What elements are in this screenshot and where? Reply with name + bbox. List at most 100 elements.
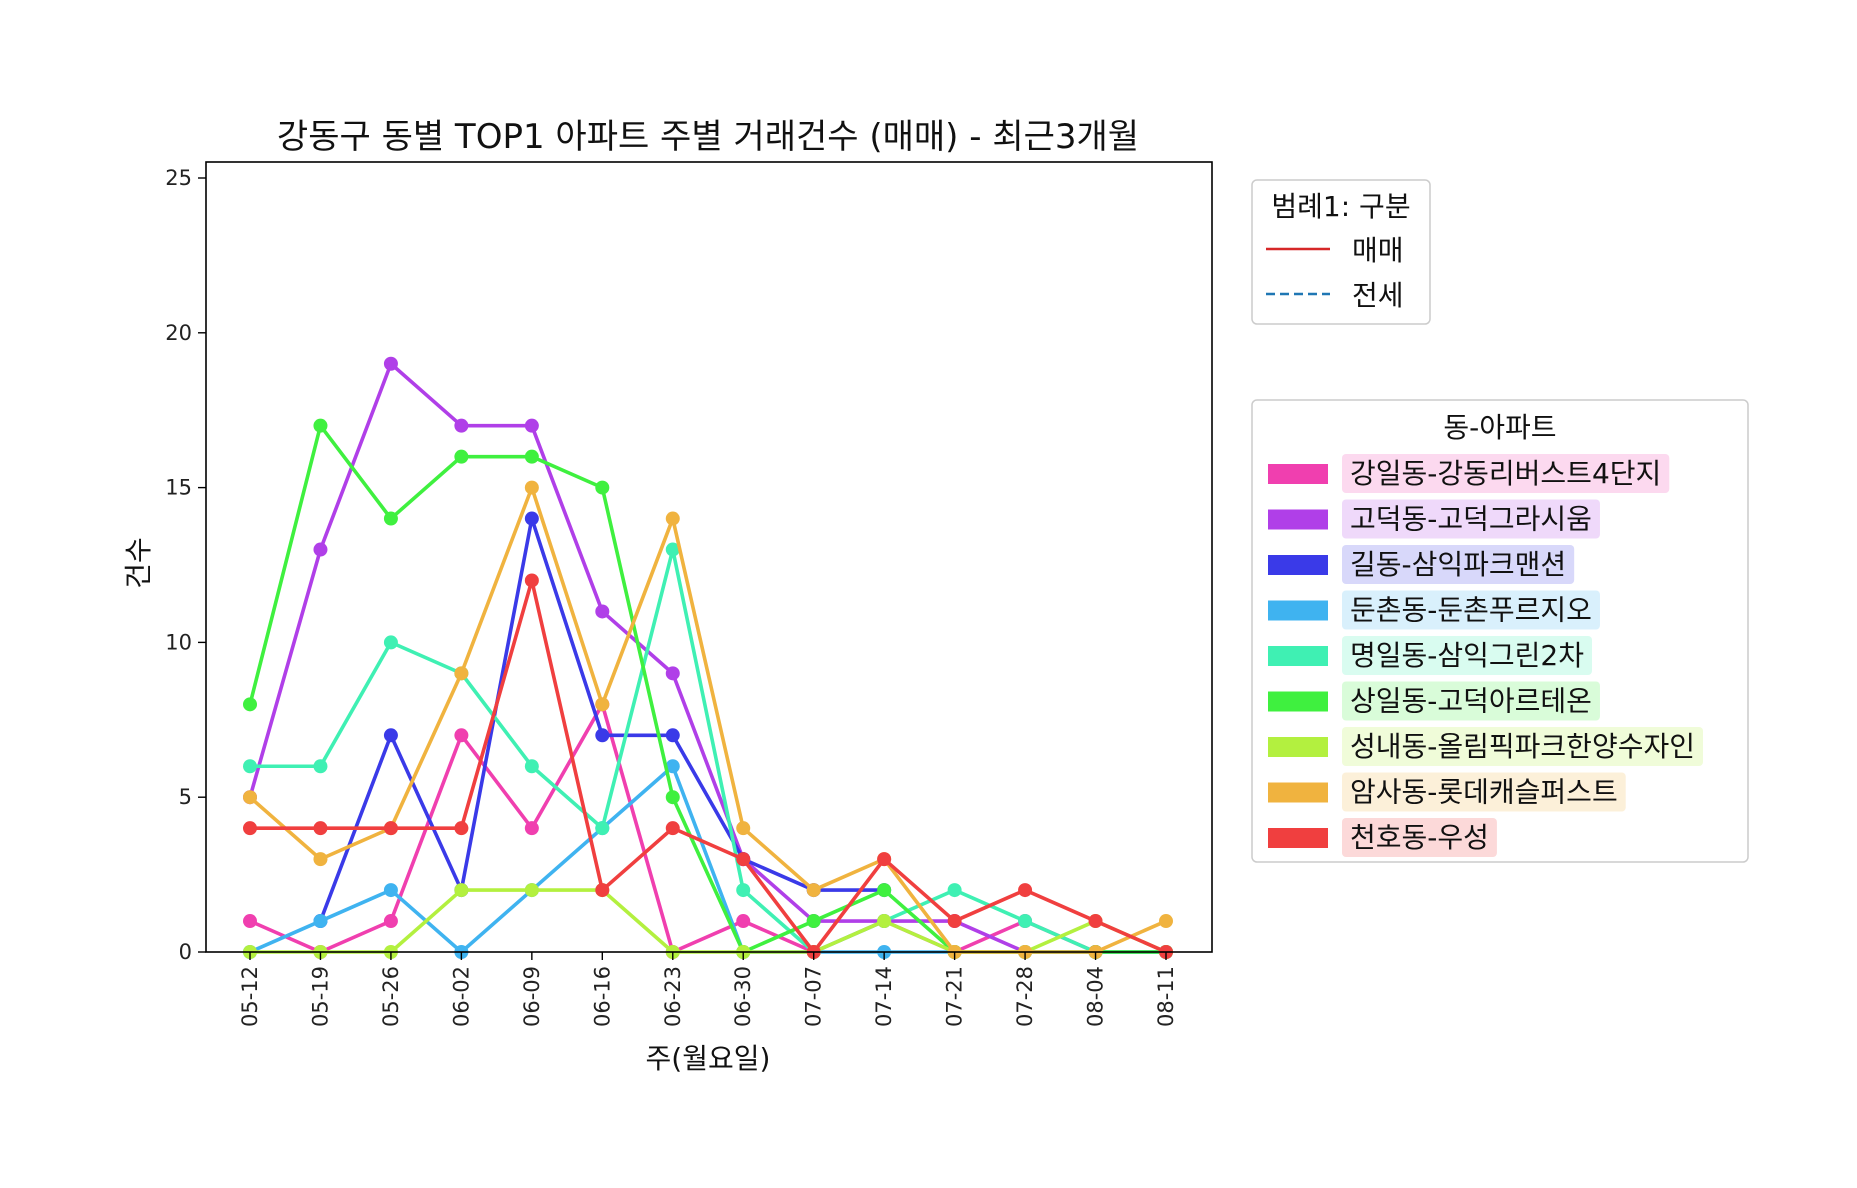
data-point: [877, 883, 892, 898]
x-tick-label: 08-04: [1084, 966, 1108, 1027]
data-point: [454, 418, 469, 433]
data-point: [665, 728, 680, 743]
data-point: [313, 821, 328, 836]
data-point: [806, 914, 821, 929]
data-point: [595, 480, 610, 495]
legend-swatch: [1268, 646, 1328, 666]
data-point: [454, 883, 469, 898]
x-tick-label: 08-11: [1154, 966, 1178, 1027]
legend-style-box: 범례1: 구분 매매 전세: [1251, 179, 1431, 325]
data-point: [313, 759, 328, 774]
legend-swatch: [1268, 464, 1328, 484]
data-point: [454, 821, 469, 836]
data-point: [524, 480, 539, 495]
legend-label: 길동-삼익파크맨션: [1350, 548, 1566, 581]
data-point: [947, 883, 962, 898]
x-tick-label: 05-12: [238, 966, 262, 1027]
legend-series-title: 동-아파트: [1443, 411, 1556, 444]
legend-label-highlight: [1342, 681, 1600, 721]
x-axis-label: 주(월요일): [646, 1042, 771, 1075]
legend-label-highlight: [1342, 636, 1592, 675]
chart-title: 강동구 동별 TOP1 아파트 주별 거래건수 (매매) - 최근3개월: [277, 117, 1139, 157]
y-axis-label: 건수: [122, 537, 155, 589]
plot-area-frame: [205, 161, 1213, 953]
data-point: [383, 914, 398, 929]
legend-label-highlight: [1342, 590, 1600, 630]
data-point: [524, 821, 539, 836]
series-line: [248, 547, 1168, 954]
x-tick-label: 05-19: [308, 966, 332, 1027]
legend-style-label-lease: 전세: [1352, 279, 1404, 312]
data-point: [454, 666, 469, 681]
y-tick-label: 25: [165, 166, 192, 190]
data-point: [595, 604, 610, 619]
data-point: [806, 883, 821, 898]
data-point: [665, 759, 680, 774]
x-tick-label: 06-16: [590, 966, 614, 1027]
series-layer: [243, 356, 1173, 959]
data-point: [454, 449, 469, 464]
legend-style-frame: [1251, 179, 1431, 325]
series-line: [248, 361, 1168, 954]
legend-label: 상일동-고덕아르테온: [1350, 685, 1592, 718]
legend-label: 강일동-강동리버스트4단지: [1350, 457, 1661, 490]
legend-label-highlight: [1342, 772, 1626, 812]
data-point: [454, 728, 469, 743]
data-point: [665, 790, 680, 805]
x-tick-label: 07-14: [872, 966, 896, 1027]
x-tick-label: 05-26: [379, 966, 403, 1027]
data-point: [524, 883, 539, 898]
data-point: [383, 728, 398, 743]
data-point: [1088, 914, 1103, 929]
legend-label-highlight: [1342, 454, 1670, 493]
data-point: [736, 852, 751, 867]
legend-series-box: 동-아파트 강일동-강동리버스트4단지고덕동-고덕그라시움길동-삼익파크맨션둔촌…: [1251, 399, 1749, 863]
data-point: [736, 914, 751, 929]
data-point: [383, 821, 398, 836]
legend-swatch: [1268, 782, 1328, 803]
data-point: [243, 759, 257, 774]
legend-style-label-sale: 매매: [1352, 234, 1404, 267]
x-tick-label: 07-07: [802, 966, 826, 1027]
data-point: [665, 511, 680, 526]
data-point: [1018, 914, 1033, 929]
legend-swatch: [1268, 509, 1328, 530]
legend-label: 고덕동-고덕그라시움: [1350, 503, 1592, 536]
data-point: [736, 821, 751, 836]
legend-swatch: [1268, 555, 1328, 575]
legend-label: 명일동-삼익그린2차: [1350, 639, 1584, 672]
y-tick-label: 0: [179, 940, 192, 964]
data-point: [243, 697, 257, 712]
series-line: [248, 578, 1168, 954]
data-point: [665, 542, 680, 557]
x-tick-label: 06-30: [731, 966, 755, 1027]
legend-label-highlight: [1342, 545, 1575, 584]
data-point: [595, 728, 610, 743]
y-tick-label: 10: [165, 630, 192, 654]
data-point: [524, 449, 539, 464]
series-8: [243, 573, 1173, 959]
data-point: [383, 356, 398, 371]
legend-label-highlight: [1342, 727, 1703, 766]
legend-label: 암사동-롯데캐슬퍼스트: [1350, 776, 1618, 809]
data-point: [313, 914, 328, 929]
data-point: [595, 697, 610, 712]
data-point: [313, 852, 328, 867]
data-point: [736, 883, 751, 898]
data-point: [877, 914, 892, 929]
data-point: [1159, 914, 1173, 929]
data-point: [383, 883, 398, 898]
data-point: [313, 542, 328, 557]
x-tick-label: 06-23: [661, 966, 685, 1027]
data-point: [524, 418, 539, 433]
y-axis: 0 5 10 15 20 25: [165, 166, 206, 964]
legend-label: 천호동-우성: [1350, 821, 1489, 854]
data-point: [243, 821, 257, 836]
data-point: [243, 914, 257, 929]
data-point: [243, 790, 257, 805]
legend-label: 성내동-올림픽파크한양수자인: [1350, 730, 1695, 763]
legend-label: 둔촌동-둔촌푸르지오: [1350, 594, 1592, 627]
data-point: [665, 821, 680, 836]
data-point: [524, 759, 539, 774]
data-point: [947, 914, 962, 929]
